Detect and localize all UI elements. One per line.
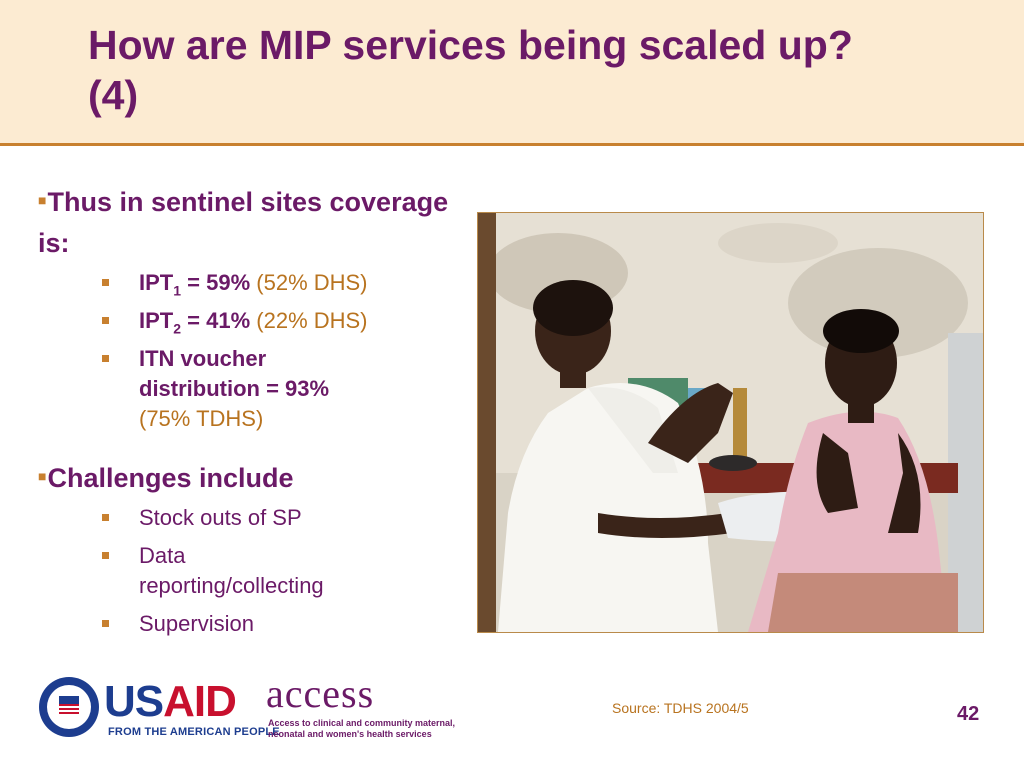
item-subscript: 1 <box>173 282 182 299</box>
list-item: Supervision <box>38 609 468 639</box>
square-bullet-icon: ■ <box>38 192 47 208</box>
square-bullet-icon <box>102 620 109 627</box>
item-text: Stock outs of SP <box>139 505 302 530</box>
list-item: IPT2 = 41% (22% DHS) <box>38 306 468 336</box>
header-band <box>0 0 1024 143</box>
list-item: ITN voucher distribution = 93% (75% TDHS… <box>38 344 359 434</box>
square-bullet-icon <box>102 514 109 521</box>
item-text: Supervision <box>139 611 254 636</box>
item-label: IPT <box>139 270 174 295</box>
square-bullet-icon: ■ <box>38 468 47 484</box>
item-comparison: (22% DHS) <box>256 308 368 333</box>
list-item: Data reporting/collecting <box>38 541 324 601</box>
header-divider <box>0 143 1024 146</box>
item-value: = 59% <box>181 270 251 295</box>
section-heading-text: Thus in sentinel sites coverage is: <box>38 187 449 258</box>
section-heading-text: Challenges include <box>47 463 294 493</box>
title-line-1: How are MIP services being scaled up? <box>88 22 853 68</box>
item-subscript: 2 <box>173 320 182 337</box>
item-value: = 41% <box>181 308 251 333</box>
slide-title: How are MIP services being scaled up? (4… <box>88 20 988 120</box>
section-heading-challenges: ■Challenges include <box>38 456 468 499</box>
item-label: ITN voucher distribution = 93% <box>139 346 330 401</box>
square-bullet-icon <box>102 552 109 559</box>
access-logo: access <box>266 671 375 716</box>
source-citation: Source: TDHS 2004/5 <box>612 700 749 716</box>
usaid-tagline: FROM THE AMERICAN PEOPLE <box>108 726 280 738</box>
usaid-logo: USAID <box>104 677 237 726</box>
square-bullet-icon <box>102 317 109 324</box>
coverage-list: IPT1 = 59% (52% DHS) IPT2 = 41% (22% DHS… <box>38 268 468 434</box>
item-comparison: (52% DHS) <box>256 270 368 295</box>
access-tagline: Access to clinical and community materna… <box>268 718 456 739</box>
item-label: IPT <box>139 308 174 333</box>
list-item: Stock outs of SP <box>38 503 468 533</box>
usaid-seal-icon <box>39 677 99 737</box>
challenges-list: Stock outs of SP Data reporting/collecti… <box>38 503 468 639</box>
slide-body: ■Thus in sentinel sites coverage is: IPT… <box>38 180 468 647</box>
item-text: Data reporting/collecting <box>139 543 324 598</box>
page-number: 42 <box>957 703 980 725</box>
section-heading-coverage: ■Thus in sentinel sites coverage is: <box>38 180 468 264</box>
clinic-photo <box>477 212 984 633</box>
square-bullet-icon <box>102 355 109 362</box>
footer-logos: USAID FROM THE AMERICAN PEOPLE access Ac… <box>38 668 458 748</box>
square-bullet-icon <box>102 279 109 286</box>
item-comparison: (75% TDHS) <box>139 406 264 431</box>
title-line-2: (4) <box>88 72 139 118</box>
list-item: IPT1 = 59% (52% DHS) <box>38 268 468 298</box>
